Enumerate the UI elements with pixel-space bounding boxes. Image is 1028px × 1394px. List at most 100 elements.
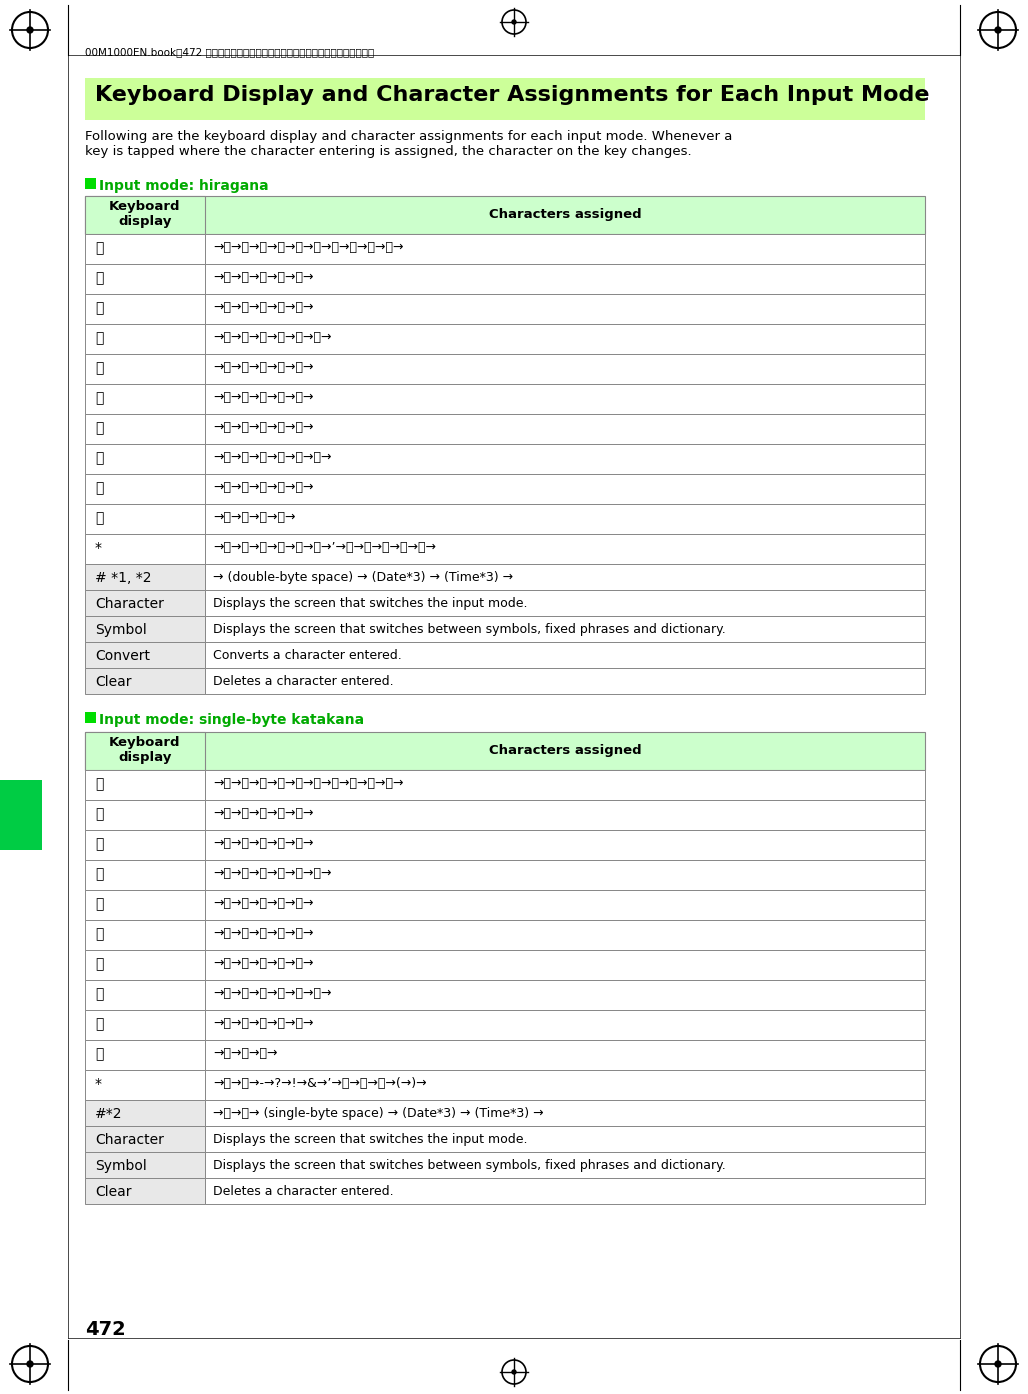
Text: Characters assigned: Characters assigned <box>488 208 641 222</box>
Circle shape <box>27 26 33 33</box>
Bar <box>205 505 925 534</box>
Text: →ﾔ→ﾕ→ﾖ→ｬ→ｭ→ｮ→: →ﾔ→ﾕ→ﾖ→ｬ→ｭ→ｮ→ <box>213 987 331 999</box>
Bar <box>85 769 205 800</box>
Text: Clear: Clear <box>95 675 132 689</box>
Bar <box>205 889 925 920</box>
Text: Characters assigned: Characters assigned <box>488 744 641 757</box>
Text: →ﾜ→ｦ→ﾝ→: →ﾜ→ｦ→ﾝ→ <box>213 1047 278 1059</box>
Bar <box>85 616 205 643</box>
Text: →は→ひ→ふ→へ→ほ→: →は→ひ→ふ→へ→ほ→ <box>213 390 314 404</box>
Text: ﾏ: ﾏ <box>95 958 104 972</box>
Bar <box>85 800 205 829</box>
Bar <box>85 234 205 263</box>
Text: →ﾊ→ﾋ→ﾌ→ﾍ→ﾎ→: →ﾊ→ﾋ→ﾌ→ﾍ→ﾎ→ <box>213 927 314 940</box>
Text: や: や <box>95 452 104 466</box>
Bar <box>85 860 205 889</box>
Bar <box>85 505 205 534</box>
Text: →ま→み→む→め→も→: →ま→み→む→め→も→ <box>213 421 314 434</box>
Text: ｻ: ｻ <box>95 836 104 850</box>
Text: ｶ: ｶ <box>95 807 104 821</box>
Bar <box>205 860 925 889</box>
Text: →わ→を→ん→わ→: →わ→を→ん→わ→ <box>213 512 295 524</box>
Text: →ｱ→ｲ→ｳ→ｴ→ｵ→ｱ→ｲ→ｳ→ｴ→ｵ→: →ｱ→ｲ→ｳ→ｴ→ｵ→ｱ→ｲ→ｳ→ｴ→ｵ→ <box>213 776 404 790</box>
Bar <box>205 643 925 668</box>
Text: ﾊ: ﾊ <box>95 927 104 941</box>
Text: # *1, *2: # *1, *2 <box>95 572 151 585</box>
Text: Input mode: single-byte katakana: Input mode: single-byte katakana <box>99 712 364 728</box>
Bar <box>205 949 925 980</box>
Bar <box>205 1151 925 1178</box>
Bar <box>205 414 925 445</box>
Bar <box>85 263 205 294</box>
Bar <box>85 668 205 694</box>
Text: Symbol: Symbol <box>95 1158 147 1172</box>
Bar <box>85 590 205 616</box>
Bar <box>85 294 205 323</box>
Bar <box>205 234 925 263</box>
Bar <box>85 712 96 723</box>
Text: あ: あ <box>95 241 104 255</box>
Text: Character: Character <box>95 1133 163 1147</box>
Text: ﾀ: ﾀ <box>95 867 104 881</box>
Text: →ﾀ→ﾁ→ﾂ→ﾃ→ﾄ→ｯ→: →ﾀ→ﾁ→ﾂ→ﾃ→ﾄ→ｯ→ <box>213 867 331 880</box>
Text: Entering Characters: Entering Characters <box>16 753 26 878</box>
Text: Displays the screen that switches between symbols, fixed phrases and dictionary.: Displays the screen that switches betwee… <box>213 1158 726 1172</box>
Text: →た→ち→つ→て→と→っ→: →た→ち→つ→て→と→っ→ <box>213 330 331 344</box>
Bar <box>85 354 205 383</box>
Bar <box>85 534 205 565</box>
Bar <box>205 383 925 414</box>
Text: ｱ: ｱ <box>95 776 104 790</box>
Text: Symbol: Symbol <box>95 623 147 637</box>
Text: ま: ま <box>95 421 104 435</box>
Bar <box>205 1126 925 1151</box>
Bar <box>205 294 925 323</box>
Bar <box>205 769 925 800</box>
Text: ﾗ: ﾗ <box>95 1018 104 1032</box>
Text: Convert: Convert <box>95 650 150 664</box>
Bar <box>205 616 925 643</box>
Text: →、→。→－→？→！→＆→’→「→」→・→（→）→: →、→。→－→？→！→＆→’→「→」→・→（→）→ <box>213 541 436 553</box>
Text: は: は <box>95 390 104 406</box>
Text: 472: 472 <box>85 1320 125 1340</box>
Bar <box>205 534 925 565</box>
Bar <box>85 1040 205 1071</box>
Bar <box>205 829 925 860</box>
Text: ら: ら <box>95 481 104 495</box>
Text: →ｶ→ｷ→ｸ→ｹ→ｺ→: →ｶ→ｷ→ｸ→ｹ→ｺ→ <box>213 807 314 820</box>
Bar <box>85 1178 205 1204</box>
Bar <box>85 1100 205 1126</box>
Text: Following are the keyboard display and character assignments for each input mode: Following are the keyboard display and c… <box>85 130 732 158</box>
Bar <box>205 668 925 694</box>
Text: →ﾅ→ﾆ→ﾇ→ﾈ→ﾉ→: →ﾅ→ﾆ→ﾇ→ﾈ→ﾉ→ <box>213 896 314 910</box>
Bar <box>85 829 205 860</box>
Bar <box>85 732 205 769</box>
Bar <box>205 474 925 505</box>
Bar <box>85 78 925 120</box>
Bar <box>85 323 205 354</box>
Text: ﾅ: ﾅ <box>95 896 104 912</box>
Text: Displays the screen that switches the input mode.: Displays the screen that switches the in… <box>213 597 527 611</box>
Text: ﾜ: ﾜ <box>95 1047 104 1061</box>
Text: わ: わ <box>95 512 104 526</box>
Bar <box>85 197 205 234</box>
Bar <box>205 354 925 383</box>
Text: →、→。→-→?→!→&→’→｢→｣→･→(→)→: →、→。→-→?→!→&→’→｢→｣→･→(→)→ <box>213 1078 427 1090</box>
Text: Deletes a character entered.: Deletes a character entered. <box>213 675 394 689</box>
Text: #*2: #*2 <box>95 1107 122 1121</box>
Text: *: * <box>95 541 102 555</box>
Text: Character: Character <box>95 597 163 611</box>
Text: →ﾞ→ﾟ→ (single-byte space) → (Date*3) → (Time*3) →: →ﾞ→ﾟ→ (single-byte space) → (Date*3) → (… <box>213 1107 544 1119</box>
Text: Deletes a character entered.: Deletes a character entered. <box>213 1185 394 1197</box>
Text: さ: さ <box>95 301 104 315</box>
Bar <box>85 178 96 190</box>
Text: Input mode: hiragana: Input mode: hiragana <box>99 178 268 192</box>
Bar <box>85 565 205 590</box>
Bar <box>205 920 925 949</box>
Bar <box>0 781 42 850</box>
Circle shape <box>512 1370 516 1374</box>
Text: Displays the screen that switches between symbols, fixed phrases and dictionary.: Displays the screen that switches betwee… <box>213 623 726 636</box>
Bar <box>85 474 205 505</box>
Circle shape <box>27 1361 33 1368</box>
Bar <box>85 949 205 980</box>
Text: 00M1000EN.book　472 ページ　２００４年１１月２４日　水曜日　午前７時５６分: 00M1000EN.book 472 ページ ２００４年１１月２４日 水曜日 午… <box>85 47 374 57</box>
